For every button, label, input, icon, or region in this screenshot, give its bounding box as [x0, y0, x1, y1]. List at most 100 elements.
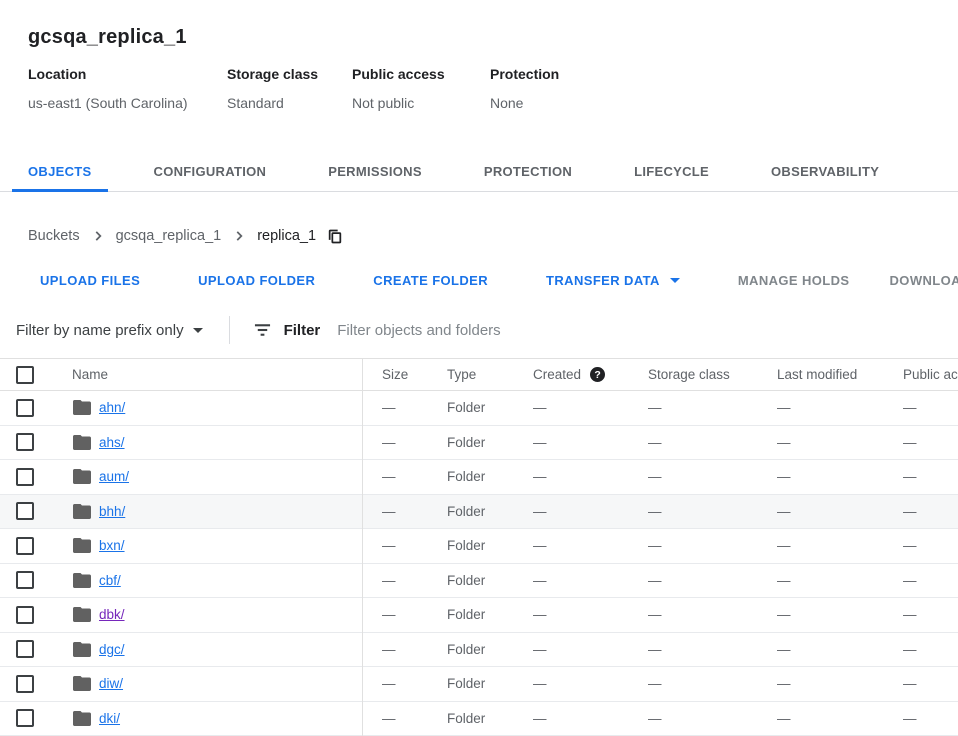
type-cell: Folder	[447, 676, 486, 692]
meta-label-location: Location	[28, 66, 87, 82]
page-title: gcsqa_replica_1	[28, 26, 187, 48]
last-modified-cell: —	[777, 538, 791, 554]
size-cell: —	[382, 469, 396, 485]
tab-permissions[interactable]: PERMISSIONS	[328, 164, 422, 179]
storage-class-cell: —	[648, 607, 662, 623]
created-cell: —	[533, 469, 547, 485]
row-checkbox[interactable]	[16, 398, 34, 417]
row-checkbox[interactable]	[16, 536, 34, 555]
create-folder-button[interactable]: CREATE FOLDER	[373, 273, 489, 288]
storage-class-cell: —	[648, 400, 662, 416]
created-cell: —	[533, 434, 547, 450]
row-checkbox[interactable]	[16, 571, 34, 590]
object-name-link[interactable]: ahs/	[99, 434, 125, 450]
upload-folder-button[interactable]: UPLOAD FOLDER	[198, 273, 316, 288]
meta-value-public-access: Not public	[352, 95, 415, 111]
column-header-size: Size	[382, 367, 409, 382]
type-cell: Folder	[447, 538, 486, 554]
table-row: ahn/ — Folder — — — —	[0, 391, 958, 426]
row-checkbox[interactable]	[16, 502, 34, 521]
chevron-right-icon	[91, 229, 105, 243]
filter-label: Filter	[283, 321, 321, 339]
tab-configuration[interactable]: CONFIGURATION	[153, 164, 267, 179]
transfer-data-label: TRANSFER DATA	[546, 273, 660, 288]
table-row: bxn/ — Folder — — — —	[0, 529, 958, 564]
tab-protection[interactable]: PROTECTION	[483, 164, 573, 179]
meta-label-public-access: Public access	[352, 66, 445, 82]
object-name-link[interactable]: cbf/	[99, 572, 121, 588]
created-cell: —	[533, 710, 547, 726]
filter-scope-dropdown[interactable]: Filter by name prefix only	[16, 322, 203, 339]
select-all-checkbox[interactable]	[16, 365, 34, 384]
type-cell: Folder	[447, 710, 486, 726]
table-row: ahs/ — Folder — — — —	[0, 426, 958, 460]
created-cell: —	[533, 572, 547, 588]
chevron-down-icon	[192, 327, 203, 333]
folder-icon	[73, 503, 91, 519]
meta-value-location: us-east1 (South Carolina)	[28, 95, 188, 111]
type-cell: Folder	[447, 469, 486, 485]
size-cell: —	[382, 607, 396, 623]
upload-files-button[interactable]: UPLOAD FILES	[40, 273, 141, 288]
object-name-link[interactable]: bxn/	[99, 538, 125, 554]
breadcrumb-bucket-name[interactable]: gcsqa_replica_1	[115, 228, 222, 244]
public-access-cell: —	[903, 676, 917, 692]
table-header-row: Name Size Type Created ? Storage class L…	[0, 358, 958, 391]
row-checkbox[interactable]	[16, 605, 34, 624]
table-row: bhh/ — Folder — — — —	[0, 494, 958, 529]
storage-class-cell: —	[648, 434, 662, 450]
column-header-public-access: Public access	[903, 367, 958, 382]
download-button[interactable]: DOWNLOAD	[889, 273, 958, 288]
object-name-link[interactable]: dki/	[99, 710, 121, 726]
folder-icon	[73, 676, 91, 692]
row-checkbox[interactable]	[16, 467, 34, 486]
last-modified-cell: —	[777, 676, 791, 692]
tab-lifecycle[interactable]: LIFECYCLE	[634, 164, 710, 179]
storage-class-cell: —	[648, 710, 662, 726]
public-access-cell: —	[903, 434, 917, 450]
public-access-cell: —	[903, 641, 917, 657]
created-cell: —	[533, 503, 547, 519]
folder-icon	[73, 434, 91, 450]
chevron-down-icon	[669, 278, 680, 283]
type-cell: Folder	[447, 503, 486, 519]
created-cell: —	[533, 538, 547, 554]
folder-icon	[73, 607, 91, 623]
row-checkbox[interactable]	[16, 640, 34, 659]
folder-icon	[73, 572, 91, 588]
help-icon[interactable]: ?	[590, 367, 606, 382]
object-name-link[interactable]: dbk/	[99, 607, 125, 623]
public-access-cell: —	[903, 607, 917, 623]
tab-objects[interactable]: OBJECTS	[12, 154, 108, 192]
last-modified-cell: —	[777, 607, 791, 623]
row-checkbox[interactable]	[16, 433, 34, 452]
public-access-cell: —	[903, 469, 917, 485]
transfer-data-button[interactable]: TRANSFER DATA	[534, 264, 692, 297]
table-row: dgc/ — Folder — — — —	[0, 633, 958, 667]
column-header-type: Type	[447, 367, 477, 382]
row-checkbox[interactable]	[16, 709, 34, 728]
breadcrumb-buckets[interactable]: Buckets	[28, 228, 80, 244]
copy-icon[interactable]	[327, 228, 343, 245]
tab-observability[interactable]: OBSERVABILITY	[771, 164, 880, 179]
column-header-created: Created	[533, 367, 582, 382]
object-name-link[interactable]: ahn/	[99, 400, 126, 416]
object-name-link[interactable]: aum/	[99, 469, 130, 485]
table-row: aum/ — Folder — — — —	[0, 460, 958, 495]
row-checkbox[interactable]	[16, 674, 34, 693]
size-cell: —	[382, 434, 396, 450]
chevron-right-icon	[232, 229, 246, 243]
type-cell: Folder	[447, 400, 486, 416]
object-name-link[interactable]: bhh/	[99, 503, 126, 519]
object-name-link[interactable]: dgc/	[99, 641, 125, 657]
public-access-cell: —	[903, 400, 917, 416]
folder-icon	[73, 641, 91, 657]
storage-class-cell: —	[648, 469, 662, 485]
type-cell: Folder	[447, 607, 486, 623]
last-modified-cell: —	[777, 641, 791, 657]
table-body: ahn/ — Folder — — — — ahs/ — Folder — — …	[0, 391, 958, 736]
filter-input[interactable]	[337, 321, 878, 339]
object-name-link[interactable]: diw/	[99, 676, 124, 692]
tab-bar: OBJECTS CONFIGURATION PERMISSIONS PROTEC…	[0, 154, 958, 192]
manage-holds-button[interactable]: MANAGE HOLDS	[737, 273, 850, 288]
